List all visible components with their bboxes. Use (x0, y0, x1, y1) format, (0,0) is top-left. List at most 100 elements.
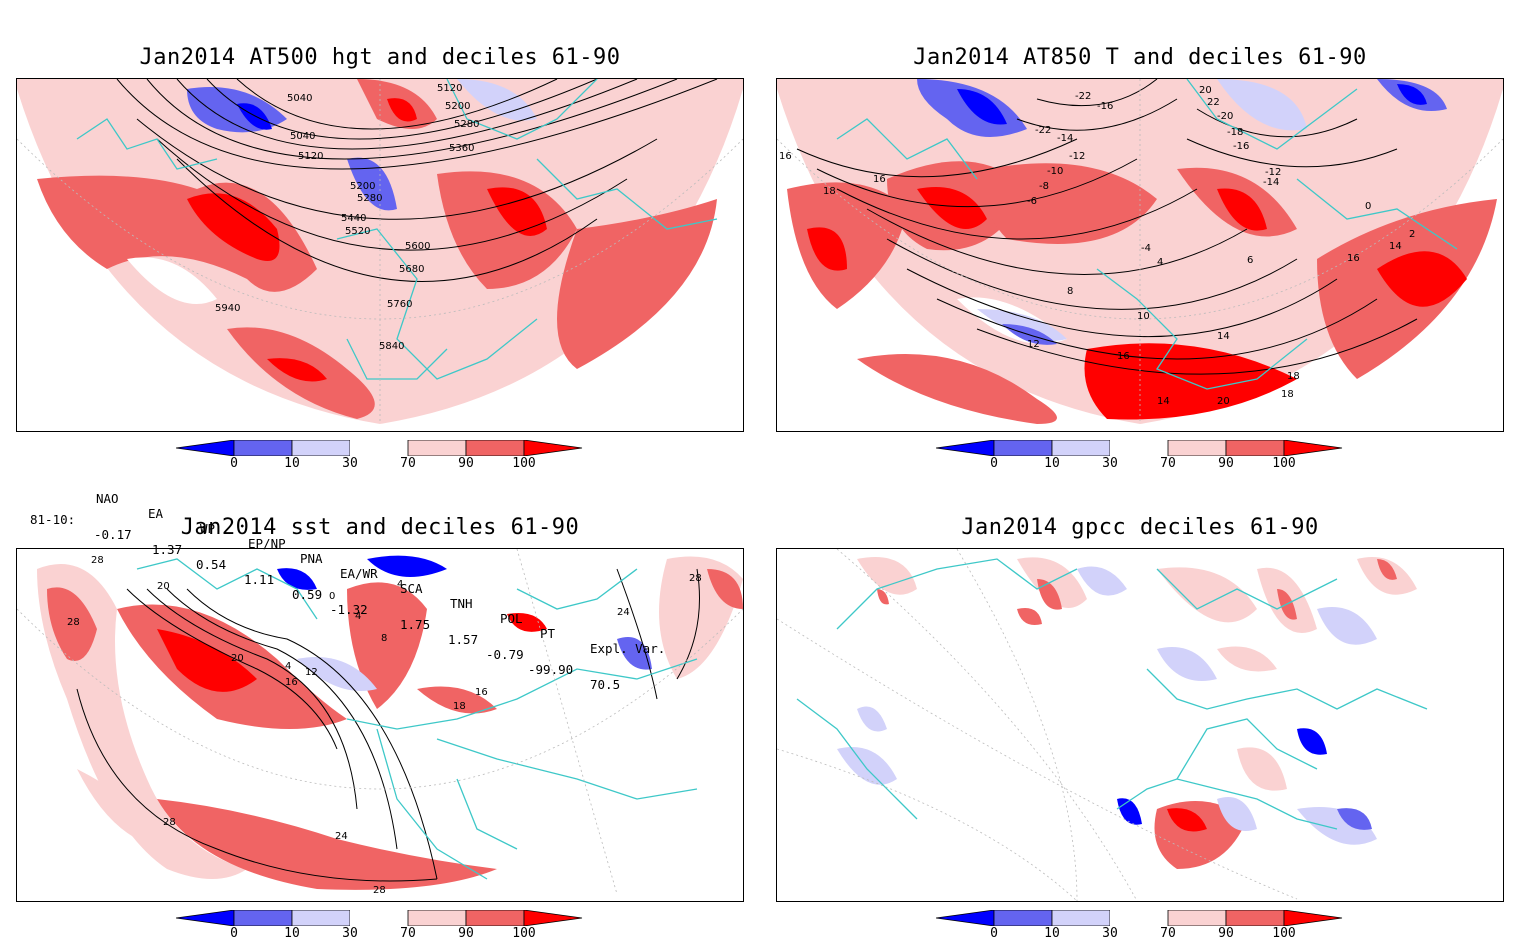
contour-label: 0 (329, 591, 335, 602)
colorbar-label: 100 (1272, 456, 1296, 471)
colorbar-3: 0 10 30 70 90 100 (176, 910, 596, 944)
map-panel-hgt500: 5040 5120 5200 5280 5360 5040 5120 5200 … (16, 78, 744, 432)
contour-label: 28 (689, 573, 702, 584)
colorbar-swatches (936, 440, 1343, 456)
contour-label: 14 (1157, 396, 1170, 407)
contour-label: 2 (1409, 229, 1415, 240)
colorbar-label: 10 (1044, 926, 1060, 941)
contour-label: -16 (1233, 141, 1249, 152)
contour-label: 4 (397, 579, 403, 590)
contour-label: 5760 (387, 299, 412, 310)
contour-label: 5360 (449, 143, 474, 154)
contour-label: 28 (373, 885, 386, 896)
map-panel-sst: 28 28 20 20 4 12 16 0 4 8 4 18 16 24 28 … (16, 548, 744, 902)
tele-value: 1.75 (400, 617, 431, 632)
contour-label: -20 (1217, 111, 1233, 122)
contour-label: 28 (67, 617, 80, 628)
contour-label: 5040 (290, 131, 315, 142)
contour-label: -16 (1097, 101, 1113, 112)
tele-value: -0.17 (94, 527, 132, 542)
tele-header: EA (148, 506, 164, 521)
colorbar-label: 10 (1044, 456, 1060, 471)
contour-label: 24 (617, 607, 630, 618)
contour-label: 6 (1247, 255, 1253, 266)
colorbar-label: 0 (230, 456, 238, 471)
contour-label: 16 (285, 677, 298, 688)
colorbar-4: 0 10 30 70 90 100 (936, 910, 1356, 944)
contour-label: 16 (873, 174, 886, 185)
contour-label: 12 (1027, 339, 1040, 350)
teleconnection-header: NAO EA WP EP/NP PNA EA/WR SCA TNH POL PT… (96, 476, 665, 656)
tele-value: -99.90 (528, 662, 574, 677)
contour-label: 4 (1157, 257, 1163, 268)
contour-label: -14 (1057, 133, 1073, 144)
colorbar-label: 90 (1218, 456, 1234, 471)
contour-label: 5200 (445, 101, 470, 112)
tele-row-label: 81-10: (30, 512, 76, 527)
teleconnection-values: 81-10: -0.17 1.37 0.54 1.11 0.59 -1.32 1… (30, 497, 620, 692)
contour-label: 20 (1199, 85, 1212, 96)
colorbar-1: 0 10 30 70 90 100 (176, 440, 596, 474)
colorbar-label: 70 (400, 456, 416, 471)
tele-value: 1.11 (244, 572, 275, 587)
tele-header: POL (500, 611, 523, 626)
contour-label: -12 (1265, 167, 1281, 178)
map-hgt500: 5040 5120 5200 5280 5360 5040 5120 5200 … (17, 79, 743, 424)
contour-label: 4 (285, 661, 291, 672)
contour-label: -22 (1075, 91, 1091, 102)
contour-label: 14 (1217, 331, 1230, 342)
contour-label: 22 (1207, 97, 1220, 108)
tele-header: EP/NP (248, 536, 286, 551)
contour-label: 5440 (341, 213, 366, 224)
colorbar-label: 100 (512, 926, 536, 941)
contour-label: 5120 (298, 151, 323, 162)
colorbar-label: 90 (458, 926, 474, 941)
contour-label: 5840 (379, 341, 404, 352)
tele-value: -0.79 (486, 647, 524, 662)
colorbar-label: 0 (230, 926, 238, 941)
contour-label: 12 (305, 667, 318, 678)
colorbar-swatches (176, 910, 583, 926)
map-sst: 28 28 20 20 4 12 16 0 4 8 4 18 16 24 28 … (17, 549, 743, 896)
contour-label: 20 (231, 653, 244, 664)
panel-title-t850: Jan2014 AT850 T and deciles 61-90 (913, 45, 1367, 70)
contour-label: 16 (1117, 351, 1130, 362)
tele-header: Expl. Var. (590, 641, 666, 656)
contour-label: 5120 (437, 83, 462, 94)
contour-label: 8 (381, 633, 387, 644)
colorbar-label: 30 (1102, 456, 1118, 471)
contour-label: 5680 (399, 264, 424, 275)
tele-value: 0.59 (292, 587, 323, 602)
contour-label: 5280 (454, 119, 479, 130)
contour-label: -4 (1141, 243, 1151, 254)
map-panel-gpcc (776, 548, 1504, 902)
colorbar-label: 30 (342, 926, 358, 941)
panel-title-sst: Jan2014 sst and deciles 61-90 (180, 515, 580, 540)
contour-label: 8 (1067, 286, 1073, 297)
colorbar-label: 30 (1102, 926, 1118, 941)
tele-header: EA/WR (340, 566, 378, 581)
colorbar-label: 100 (512, 456, 536, 471)
tele-header: NAO (96, 491, 119, 506)
contour-label: -18 (1227, 127, 1243, 138)
contour-label: 0 (1365, 201, 1371, 212)
colorbar-label: 0 (990, 456, 998, 471)
tele-header: PT (540, 626, 556, 641)
contour-label: -6 (1027, 196, 1037, 207)
contour-label: 24 (335, 831, 348, 842)
colorbar-swatches (936, 910, 1343, 926)
contour-label: -22 (1035, 125, 1051, 136)
tele-value: 0.54 (196, 557, 227, 572)
contour-label: 18 (1281, 389, 1294, 400)
tele-header: SCA (400, 581, 423, 596)
contour-label: 5280 (357, 193, 382, 204)
colorbar-label: 30 (342, 456, 358, 471)
tele-value: -1.32 (330, 602, 368, 617)
contour-label: 5040 (287, 93, 312, 104)
tele-value: 1.37 (152, 542, 183, 557)
colorbar-label: 90 (458, 456, 474, 471)
colorbar-swatches (176, 440, 583, 456)
colorbar-label: 10 (284, 456, 300, 471)
tele-header: TNH (450, 596, 473, 611)
colorbar-label: 10 (284, 926, 300, 941)
